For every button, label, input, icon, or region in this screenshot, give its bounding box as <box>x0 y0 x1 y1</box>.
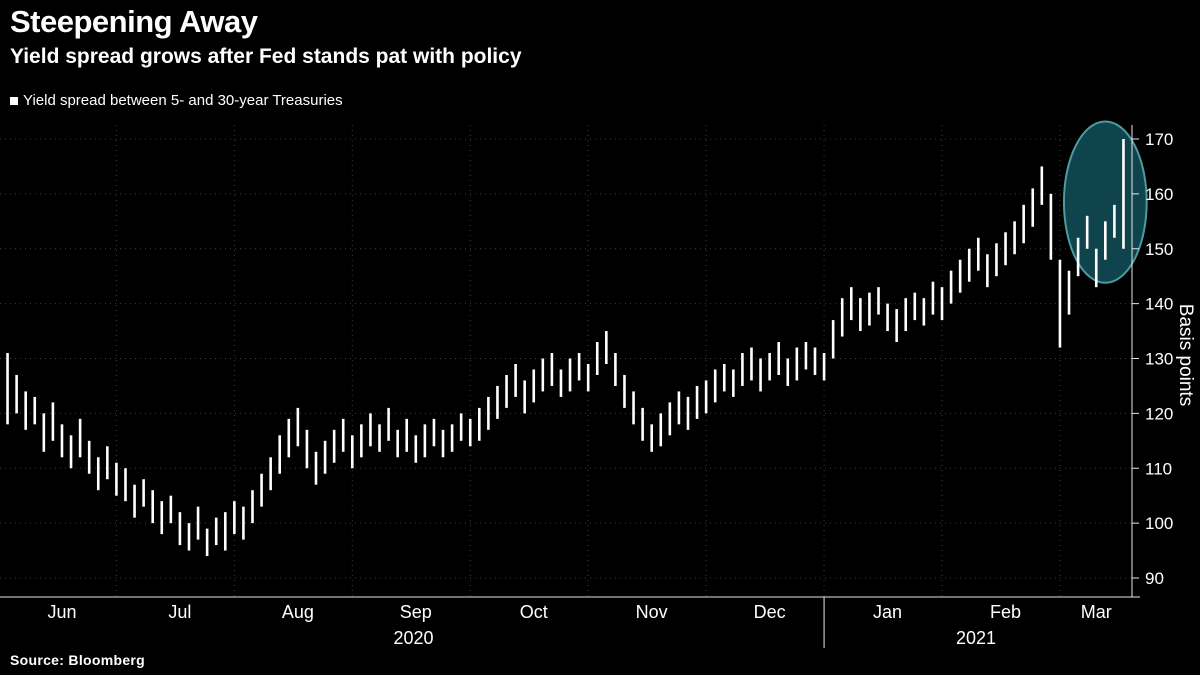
svg-text:110: 110 <box>1145 459 1172 478</box>
svg-text:2020: 2020 <box>394 628 434 648</box>
page-title: Steepening Away <box>10 4 258 39</box>
year-labels: 2020 2021 <box>394 597 996 648</box>
svg-text:Jan: Jan <box>873 602 902 622</box>
svg-text:2021: 2021 <box>956 628 996 648</box>
svg-text:100: 100 <box>1145 514 1173 533</box>
highlight-ellipse <box>1062 120 1148 284</box>
h-gridlines <box>0 138 1132 579</box>
svg-text:90: 90 <box>1145 569 1164 588</box>
source-text: Source: Bloomberg <box>10 652 146 668</box>
svg-text:Mar: Mar <box>1081 602 1112 622</box>
legend-label: Yield spread between 5- and 30-year Trea… <box>23 92 343 109</box>
svg-text:120: 120 <box>1145 404 1173 423</box>
y-tick-labels: 90 100 110 120 130 140 150 160 170 <box>1132 130 1173 588</box>
chart-subtitle: Yield spread grows after Fed stands pat … <box>10 45 522 68</box>
svg-text:Nov: Nov <box>636 602 668 622</box>
svg-text:Jul: Jul <box>168 602 191 622</box>
y-axis-title: Basis points <box>1175 304 1196 406</box>
chart-legend: Yield spread between 5- and 30-year Trea… <box>10 92 343 109</box>
v-gridlines <box>115 125 1061 597</box>
svg-text:Sep: Sep <box>400 602 432 622</box>
svg-text:Jun: Jun <box>47 602 76 622</box>
svg-text:150: 150 <box>1145 240 1173 259</box>
svg-text:160: 160 <box>1145 185 1173 204</box>
svg-text:130: 130 <box>1145 350 1173 369</box>
svg-text:Aug: Aug <box>282 602 314 622</box>
x-month-labels: Jun Jul Aug Sep Oct Nov Dec Jan Feb Mar <box>47 602 1111 622</box>
svg-text:170: 170 <box>1145 130 1173 149</box>
svg-text:Feb: Feb <box>990 602 1021 622</box>
svg-text:Dec: Dec <box>754 602 786 622</box>
svg-text:Oct: Oct <box>520 602 548 622</box>
svg-text:140: 140 <box>1145 295 1173 314</box>
legend-marker-icon <box>10 96 18 105</box>
range-bars <box>6 139 1125 557</box>
